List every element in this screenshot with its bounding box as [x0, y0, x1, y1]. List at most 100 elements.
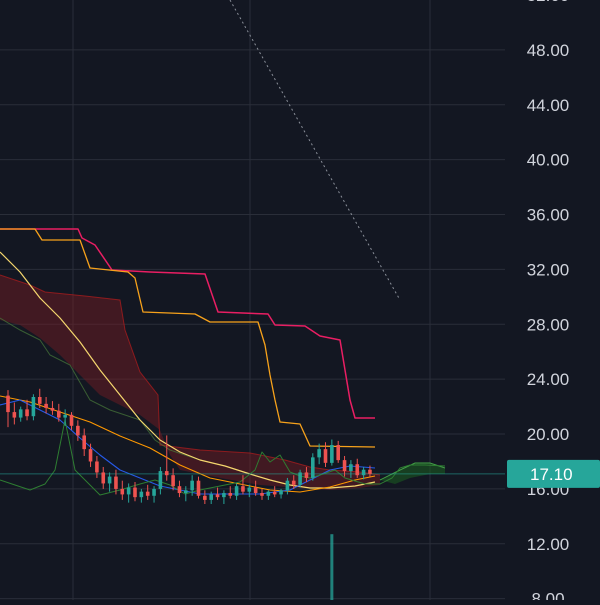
candle-body [190, 480, 194, 491]
candle [203, 490, 207, 505]
candle [285, 477, 290, 495]
candle-body [291, 480, 296, 485]
candle [50, 401, 55, 415]
candle-body [285, 480, 290, 491]
candle-body [368, 469, 372, 474]
price-tick-label: 24.00 [527, 370, 570, 389]
candle [260, 488, 264, 500]
candle [57, 403, 61, 422]
price-tick-label: 36.00 [527, 206, 570, 225]
candle [164, 435, 169, 481]
candle [330, 439, 334, 466]
candle-body [222, 493, 226, 498]
candle [88, 443, 93, 467]
ichimoku-cloud [0, 274, 446, 490]
dotted-trend-line [229, 0, 401, 301]
grid-layer [0, 0, 505, 600]
price-tick-label: 52.00 [527, 0, 570, 5]
candle [69, 412, 74, 430]
candle-body [241, 486, 245, 492]
candle [152, 486, 156, 503]
cloud-bear-band [0, 275, 380, 490]
price-tick-label: 12.00 [527, 535, 570, 554]
candle-body [114, 476, 118, 489]
price-tick-label: 20.00 [527, 425, 570, 444]
candle-body [355, 464, 360, 476]
candle-body [25, 409, 29, 417]
cloud-span-a [0, 274, 381, 476]
candle [37, 388, 42, 408]
price-tick-label: 44.00 [527, 96, 570, 115]
candle [336, 440, 340, 463]
candle-body [209, 494, 213, 500]
candle [272, 486, 277, 498]
candle [120, 480, 125, 500]
candle-body [260, 493, 264, 496]
candle [18, 406, 23, 422]
candle [291, 475, 296, 489]
price-tick-label: 8.00 [531, 590, 564, 600]
candle [114, 469, 118, 495]
candle [177, 480, 182, 498]
candle-body [215, 494, 220, 498]
short-moving-average [0, 399, 376, 495]
candle [279, 488, 283, 499]
candle [298, 469, 302, 488]
candle [228, 486, 233, 499]
price-tick-label: 32.00 [527, 260, 570, 279]
candle [31, 394, 36, 421]
candle-body [171, 475, 175, 487]
candle [95, 455, 99, 478]
current-price-label: 17.10 [530, 465, 573, 484]
candle-body [12, 412, 17, 418]
price-tick-label: 40.00 [527, 151, 570, 170]
upper-channel-line [0, 228, 375, 419]
candle-body [88, 449, 93, 462]
candle-body [361, 469, 366, 476]
candle-body [82, 435, 86, 450]
price-tick-label: 48.00 [527, 41, 570, 60]
candle-body [31, 396, 36, 417]
candle-body [120, 488, 125, 495]
candle [317, 443, 321, 465]
candle-body [101, 472, 106, 484]
candle [25, 399, 29, 421]
candle-body [336, 445, 340, 461]
candle [171, 468, 175, 491]
candle-body [342, 460, 347, 472]
current-price-badge [507, 459, 600, 488]
candle-body [95, 461, 99, 473]
candle [349, 460, 353, 478]
candle-body [266, 491, 271, 496]
candle-body [184, 490, 188, 494]
candle-body [349, 464, 353, 472]
candle-body [228, 493, 233, 496]
candle-body [152, 488, 156, 496]
price-tick-label: 28.00 [527, 315, 570, 334]
candle-body [330, 445, 334, 463]
volume-layer [330, 534, 334, 600]
candle [215, 487, 220, 500]
candle-body [234, 486, 239, 496]
candle-body [44, 403, 48, 408]
current-price-marker: 17.10 [507, 459, 600, 488]
candle [145, 484, 150, 500]
candle [158, 466, 163, 495]
candle-body [69, 414, 74, 426]
candle [234, 483, 239, 500]
candle [323, 442, 328, 467]
candle-body [107, 476, 112, 484]
candle-body [304, 472, 309, 478]
candle [222, 490, 226, 505]
candle-body [247, 487, 252, 492]
candle-body [50, 407, 55, 411]
candle-body [158, 471, 163, 489]
candles-layer [6, 388, 372, 505]
candle [76, 420, 80, 441]
price-axis[interactable]: 52.00 48.00 44.00 40.00 36.00 32.00 28.00 24.00… [505, 0, 600, 605]
candle [184, 486, 188, 502]
long-moving-average [0, 251, 376, 489]
candle [6, 390, 10, 428]
candle [82, 428, 86, 456]
